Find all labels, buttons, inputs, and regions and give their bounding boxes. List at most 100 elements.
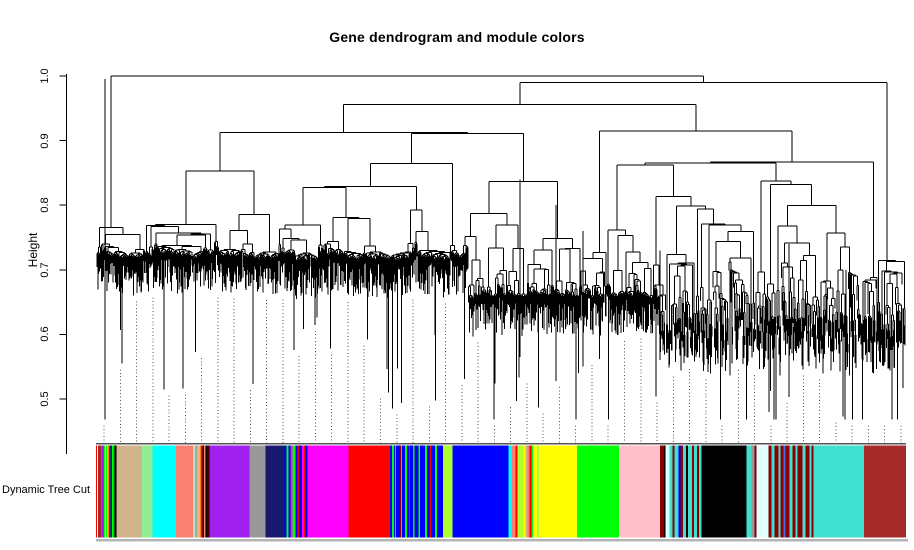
module-segment-cyan xyxy=(152,445,176,538)
module-segment-green xyxy=(111,445,113,538)
y-tick-label: 0.7 xyxy=(39,262,51,278)
module-segment-midnightblue xyxy=(265,445,285,538)
module-color-bar xyxy=(96,443,908,542)
module-segment-lightcyan xyxy=(665,445,670,538)
module-segment-pink xyxy=(197,445,199,538)
module-segment-blue xyxy=(295,445,298,538)
module-segment-darkred xyxy=(774,445,779,538)
module-segment-yellow xyxy=(523,445,526,538)
module-segment-red xyxy=(529,445,532,538)
module-segment-green xyxy=(435,445,438,538)
module-segment-blue xyxy=(410,445,414,538)
module-segment-brown xyxy=(97,445,100,538)
y-tick-label: 0.8 xyxy=(39,197,51,213)
module-segment-black xyxy=(114,445,117,538)
module-segment-darkred xyxy=(785,445,790,538)
module-segment-purple xyxy=(209,445,250,538)
module-segment-darkred xyxy=(207,445,209,538)
module-segment-blue xyxy=(431,445,436,538)
module-segment-blue xyxy=(394,445,396,538)
module-segment-black xyxy=(208,445,210,538)
module-segment-pink xyxy=(618,445,660,538)
module-segment-tan xyxy=(116,445,143,538)
module-segment-darkseagreen xyxy=(194,445,198,538)
module-segment-blue xyxy=(407,445,410,538)
module-segment-darkred xyxy=(697,445,700,538)
module-segment-turquoise xyxy=(688,445,693,538)
module-segment-red xyxy=(430,445,432,538)
module-segment-turquoise xyxy=(746,445,752,538)
module-segment-darkred xyxy=(659,445,664,538)
colorbar-row-label: Dynamic Tree Cut xyxy=(2,484,91,496)
module-segment-green xyxy=(425,445,428,538)
module-segment-red xyxy=(348,445,391,538)
colorbar-top-rule xyxy=(96,443,906,445)
module-segment-turquoise xyxy=(699,445,702,538)
module-segment-orange xyxy=(112,445,114,538)
module-segment-darkred xyxy=(692,445,695,538)
module-segment-turquoise xyxy=(669,445,673,538)
module-segment-turquoise xyxy=(795,445,798,538)
module-segment-magenta xyxy=(302,445,305,538)
module-segment-magenta xyxy=(290,445,293,538)
module-segment-yellow xyxy=(199,445,201,538)
module-segment-red xyxy=(297,445,300,538)
module-segment-blue xyxy=(427,445,431,538)
module-segment-red xyxy=(304,445,306,538)
module-segment-tan xyxy=(525,445,528,538)
module-segment-brown xyxy=(99,445,101,538)
module-segment-darkred xyxy=(672,445,675,538)
dendrogram-branches xyxy=(96,75,906,420)
module-segment-blue xyxy=(420,445,426,538)
module-segment-red xyxy=(108,445,110,538)
module-segment-turquoise xyxy=(674,445,679,538)
module-segment-green xyxy=(106,445,108,538)
module-segment-turquoise xyxy=(778,445,781,538)
module-segment-green xyxy=(577,445,620,538)
module-segment-turquoise xyxy=(694,445,698,538)
module-segment-black xyxy=(701,445,747,538)
module-segment-royalblue xyxy=(783,445,786,538)
module-segment-blue xyxy=(414,445,419,538)
module-segment-turquoise xyxy=(802,445,806,538)
module-segment-blue xyxy=(452,445,509,538)
module-segment-grey60 xyxy=(751,445,755,538)
module-segment-red xyxy=(409,445,411,538)
module-segment-white xyxy=(105,445,107,538)
module-segment-green xyxy=(286,445,289,538)
module-segment-salmon xyxy=(511,445,516,538)
module-segment-purple xyxy=(101,445,105,538)
module-segment-lightgreen xyxy=(142,445,153,538)
plot-title: Gene dendrogram and module colors xyxy=(329,29,585,45)
module-segment-white xyxy=(97,445,98,538)
module-segment-darkred xyxy=(805,445,810,538)
module-segment-salmon xyxy=(527,445,530,538)
module-segment-green xyxy=(418,445,421,538)
guide-lines xyxy=(103,297,902,443)
module-segment-blue xyxy=(437,445,444,538)
module-segment-black xyxy=(663,445,666,538)
module-segment-turquoise xyxy=(809,445,812,538)
module-segment-blue xyxy=(305,445,308,538)
module-segment-darkred xyxy=(797,445,803,538)
module-segment-blue xyxy=(299,445,303,538)
module-segment-brown xyxy=(864,445,907,538)
module-segment-yellow xyxy=(107,445,109,538)
module-segment-green xyxy=(395,445,397,538)
module-segment-black xyxy=(686,445,689,538)
module-segment-salmon xyxy=(175,445,194,538)
module-segment-red xyxy=(96,445,98,538)
module-segment-green xyxy=(103,445,106,538)
module-segment-darkgreen xyxy=(109,445,111,538)
module-segment-green xyxy=(405,445,408,538)
module-segment-green xyxy=(413,445,415,538)
module-segment-red xyxy=(200,445,203,538)
module-segment-magenta xyxy=(100,445,103,538)
module-segment-darkred xyxy=(780,445,784,538)
module-segment-blue xyxy=(110,445,112,538)
module-segment-blue xyxy=(288,445,291,538)
module-segment-lightcyan xyxy=(756,445,769,538)
module-segment-black xyxy=(205,445,208,538)
module-segment-turquoise xyxy=(813,445,865,538)
